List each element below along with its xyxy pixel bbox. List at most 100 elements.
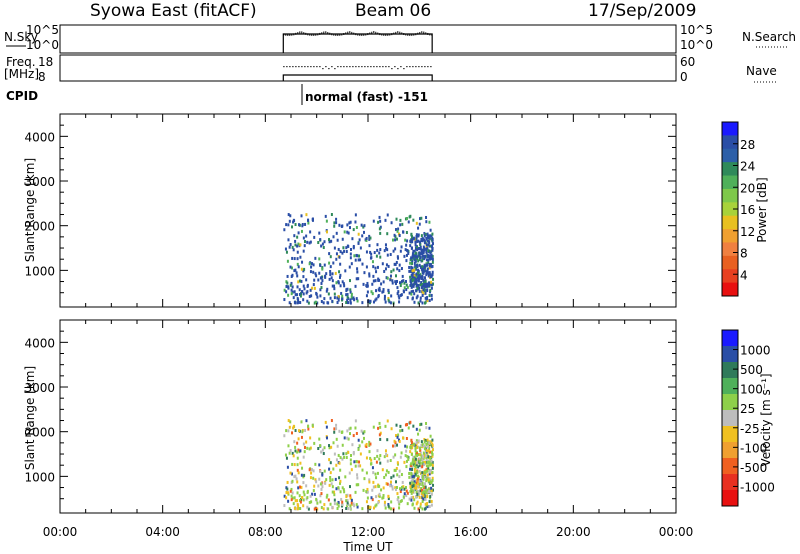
power-cell — [412, 236, 415, 240]
power-cell — [372, 265, 375, 269]
velocity-cell — [431, 448, 434, 452]
power-cell — [304, 222, 307, 226]
velocity-cell — [287, 444, 290, 448]
velocity-cell — [343, 436, 346, 440]
freq-point — [295, 66, 297, 68]
velocity-cell — [347, 502, 350, 506]
power-cell — [340, 291, 343, 295]
nsky-point — [305, 32, 307, 35]
power-cell — [431, 272, 434, 276]
velocity-cell — [412, 455, 415, 459]
velocity-cell — [392, 474, 395, 478]
power-cell — [400, 279, 403, 283]
velocity-colorbar-swatch — [722, 474, 738, 491]
velocity-cell — [365, 490, 368, 494]
power-cell — [427, 260, 430, 264]
power-cell — [418, 240, 421, 244]
velocity-cell — [297, 486, 300, 490]
power-cell — [428, 220, 431, 224]
power-cell — [296, 244, 299, 248]
velocity-cell — [413, 506, 416, 510]
power-cell — [338, 270, 341, 274]
power-cell — [414, 265, 417, 269]
velocity-cell — [346, 499, 349, 503]
velocity-cell — [390, 427, 393, 431]
power-cell — [318, 257, 321, 261]
velocity-cell — [313, 441, 316, 445]
velocity-cell — [428, 477, 431, 481]
velocity-colorbar-swatch — [722, 490, 738, 507]
power-cell — [419, 299, 422, 303]
velocity-cell — [417, 432, 420, 436]
velocity-cell — [302, 498, 305, 502]
power-cell — [313, 286, 316, 290]
power-cell — [383, 294, 386, 298]
power-cell — [417, 283, 420, 287]
power-cell — [430, 293, 433, 297]
velocity-cell — [377, 501, 380, 505]
velocity-cell — [286, 465, 289, 469]
velocity-cell — [428, 470, 431, 474]
velocity-cell — [320, 450, 323, 454]
nsky-point — [287, 33, 289, 36]
velocity-cell — [431, 476, 434, 480]
power-cell — [420, 248, 423, 252]
velocity-cell — [394, 434, 397, 438]
power-cell — [366, 281, 369, 285]
power-cell — [429, 275, 432, 279]
freq-point — [385, 66, 387, 68]
freq-point — [352, 66, 354, 68]
power-colorbar-tick-label: 12 — [740, 225, 755, 239]
power-cell — [414, 266, 417, 270]
velocity-cell — [329, 479, 332, 483]
velocity-cell — [337, 486, 340, 490]
power-cell — [385, 276, 388, 280]
velocity-cell — [413, 464, 416, 468]
velocity-cell — [410, 471, 413, 475]
velocity-cell — [402, 436, 405, 440]
power-cell — [296, 235, 299, 239]
velocity-cell — [414, 457, 417, 461]
power-cell — [421, 237, 424, 241]
power-cell — [319, 263, 322, 267]
velocity-cell — [378, 494, 381, 498]
velocity-cell — [330, 482, 333, 486]
power-cell — [387, 289, 390, 293]
velocity-cell — [392, 455, 395, 459]
power-cell — [285, 250, 288, 254]
nsky-point — [285, 33, 287, 36]
velocity-cell — [346, 436, 349, 440]
velocity-cell — [286, 480, 289, 484]
velocity-cell — [325, 495, 328, 499]
velocity-cell — [423, 440, 426, 444]
velocity-cell — [413, 480, 416, 484]
nsky-point — [329, 32, 331, 35]
nsky-point — [369, 32, 371, 35]
velocity-cell — [309, 476, 312, 480]
power-cell — [384, 300, 387, 304]
velocity-cell — [372, 425, 375, 429]
velocity-cell — [372, 506, 375, 510]
freq-point — [400, 66, 402, 68]
power-cell — [336, 301, 339, 305]
velocity-cell — [341, 486, 344, 490]
power-cell — [354, 220, 357, 224]
power-cell — [423, 265, 426, 269]
power-cell — [315, 274, 318, 278]
velocity-cell — [431, 478, 434, 482]
velocity-cell — [420, 444, 423, 448]
power-cell — [345, 293, 348, 297]
power-cell — [352, 244, 355, 248]
velocity-cell — [372, 485, 375, 489]
velocity-cell — [298, 485, 301, 489]
velocity-cell — [414, 487, 417, 491]
velocity-cell — [378, 421, 381, 425]
power-cell — [427, 258, 430, 262]
nave-label: Nave — [746, 64, 777, 78]
power-cell — [426, 296, 429, 300]
power-cell — [339, 250, 342, 254]
power-cell — [423, 234, 426, 238]
power-cell — [353, 298, 356, 302]
velocity-cell — [290, 487, 293, 491]
power-cell — [305, 278, 308, 282]
